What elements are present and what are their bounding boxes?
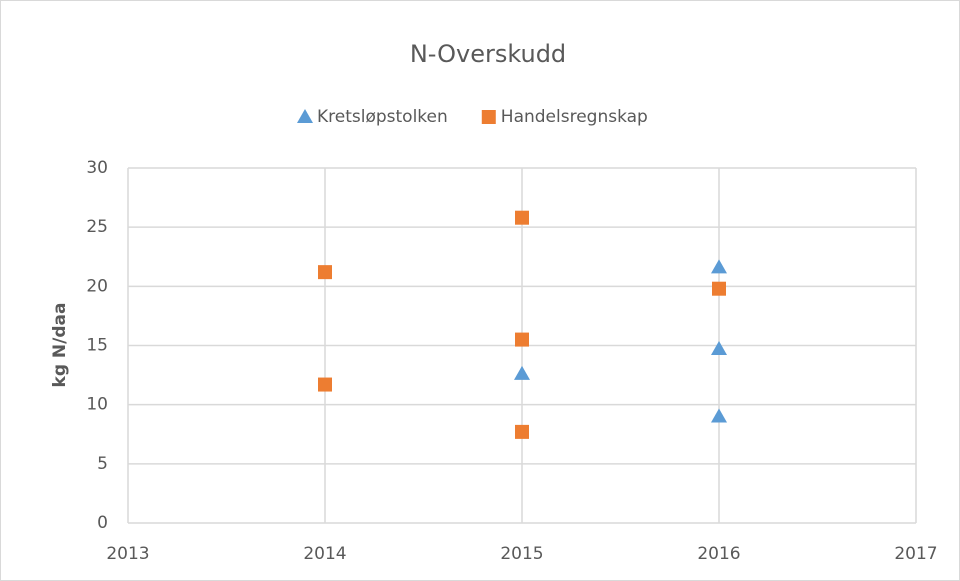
marker [514, 365, 530, 380]
y-tick-label: 20 [86, 276, 108, 296]
marker [515, 424, 529, 439]
x-tick-label: 2015 [500, 544, 543, 564]
marker [711, 341, 727, 356]
y-axis-label: kg N/daa [50, 303, 70, 388]
legend-marker [297, 109, 313, 123]
y-tick-label: 15 [86, 336, 108, 356]
x-tick-label: 2016 [697, 544, 740, 564]
legend-label: Handelsregnskap [501, 107, 648, 127]
y-tick-label: 25 [86, 217, 108, 237]
marker [515, 210, 529, 225]
legend-marker [481, 110, 496, 124]
marker [515, 332, 529, 347]
marker [711, 259, 727, 274]
marker [711, 408, 727, 423]
x-tick-label: 2013 [106, 544, 149, 564]
y-tick-label: 5 [97, 454, 108, 474]
y-tick-label: 30 [86, 158, 108, 178]
chart-title: N-Overskudd [410, 40, 566, 68]
marker [712, 281, 726, 296]
x-tick-label: 2014 [303, 544, 346, 564]
x-tick-label: 2017 [894, 544, 937, 564]
legend-label: Kretsløpstolken [317, 107, 448, 127]
marker [318, 265, 332, 280]
y-tick-label: 0 [97, 513, 108, 533]
y-tick-label: 10 [86, 395, 108, 415]
marker [318, 377, 332, 392]
